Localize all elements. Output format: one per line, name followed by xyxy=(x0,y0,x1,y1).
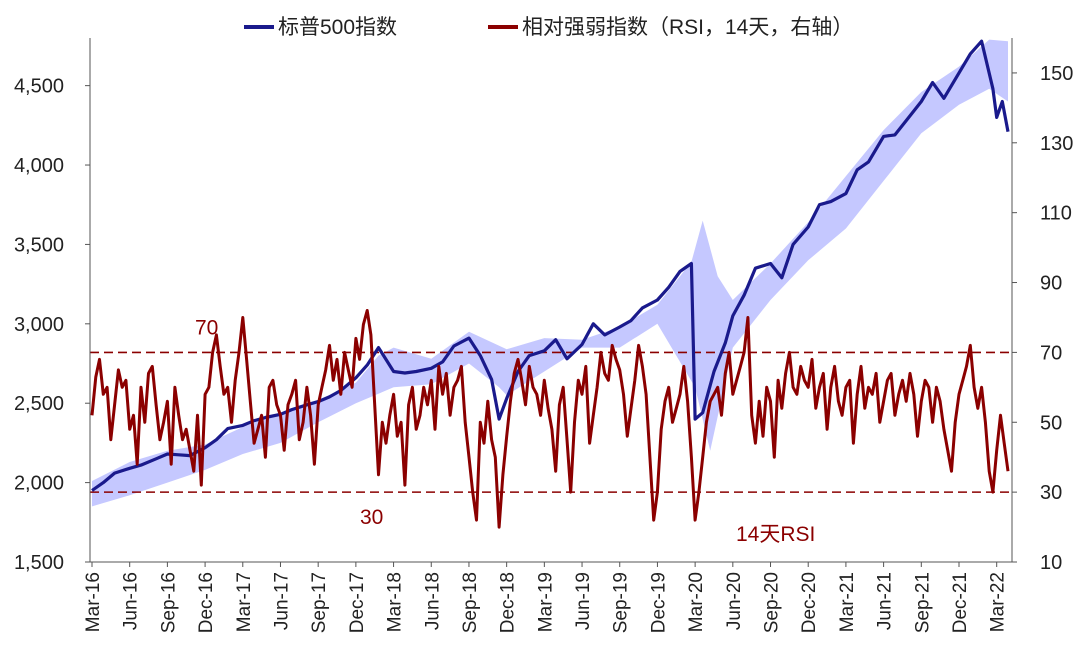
right-tick-label: 110 xyxy=(1040,203,1072,225)
x-tick-label: Sep-18 xyxy=(460,572,481,633)
left-tick-label: 2,000 xyxy=(14,473,64,495)
x-tick-label: Jun-17 xyxy=(271,572,292,630)
right-tick-label: 30 xyxy=(1040,482,1062,504)
x-tick-label: Jun-20 xyxy=(724,572,745,630)
x-tick-label: Sep-16 xyxy=(158,572,179,633)
x-tick-label: Mar-18 xyxy=(385,572,406,632)
left-tick-label: 4,500 xyxy=(14,76,64,98)
x-tick-label: Mar-16 xyxy=(83,572,104,632)
x-tick-label: Jun-19 xyxy=(573,572,594,630)
x-tick-label: Jun-21 xyxy=(875,572,896,630)
right-tick-label: 10 xyxy=(1040,552,1062,574)
legend: 标普500指数 相对强弱指数（RSI，14天，右轴） xyxy=(244,16,853,39)
x-tick-label: Dec-16 xyxy=(196,572,217,633)
right-tick-label: 90 xyxy=(1040,273,1062,295)
x-tick-label: Dec-20 xyxy=(799,572,820,633)
right-tick-label: 50 xyxy=(1040,412,1062,434)
x-tick-label: Sep-21 xyxy=(912,572,933,633)
sp500-line xyxy=(91,39,1010,492)
right-tick-label: 70 xyxy=(1040,342,1062,364)
series-layer xyxy=(90,39,1010,529)
band-layer xyxy=(92,39,1008,507)
x-tick-label: Sep-17 xyxy=(309,572,330,633)
left-tick-label: 4,000 xyxy=(14,155,64,177)
rsi-line xyxy=(90,309,1010,529)
rsi-annotation: 14天RSI xyxy=(736,523,815,546)
legend-label-2: 相对强弱指数（RSI，14天，右轴） xyxy=(522,16,853,39)
left-tick-label: 3,000 xyxy=(14,314,64,336)
right-tick-label: 130 xyxy=(1040,133,1073,155)
x-tick-label: Mar-21 xyxy=(837,572,858,632)
right-tick-label: 150 xyxy=(1040,63,1073,85)
x-tick-label: Sep-19 xyxy=(611,572,632,633)
x-tick-label: Sep-20 xyxy=(762,572,783,633)
x-tick-label: Mar-22 xyxy=(988,572,1009,632)
x-tick-label: Mar-17 xyxy=(234,572,255,632)
left-tick-label: 2,500 xyxy=(14,393,64,415)
x-tick-label: Dec-19 xyxy=(648,572,669,633)
ref-label-70: 70 xyxy=(195,316,218,339)
x-tick-label: Mar-19 xyxy=(535,572,556,632)
x-tick-label: Dec-17 xyxy=(347,572,368,633)
axes-layer: 1,500 2,000 2,500 3,000 3,500 4,000 4,500 10 30 5… xyxy=(14,38,1073,633)
x-tick-label: Dec-18 xyxy=(498,572,519,633)
left-tick-label: 3,500 xyxy=(14,234,64,256)
x-tick-label: Jun-16 xyxy=(121,572,142,630)
x-tick-label: Jun-18 xyxy=(422,572,443,630)
legend-label-1: 标普500指数 xyxy=(278,16,397,39)
left-tick-label: 1,500 xyxy=(14,552,64,574)
annotations: 70 30 14天RSI xyxy=(195,316,815,546)
x-tick-label: Mar-20 xyxy=(686,572,707,632)
x-tick-label: Dec-21 xyxy=(950,572,971,633)
ref-label-30: 30 xyxy=(360,506,383,529)
band-area xyxy=(92,39,1008,507)
